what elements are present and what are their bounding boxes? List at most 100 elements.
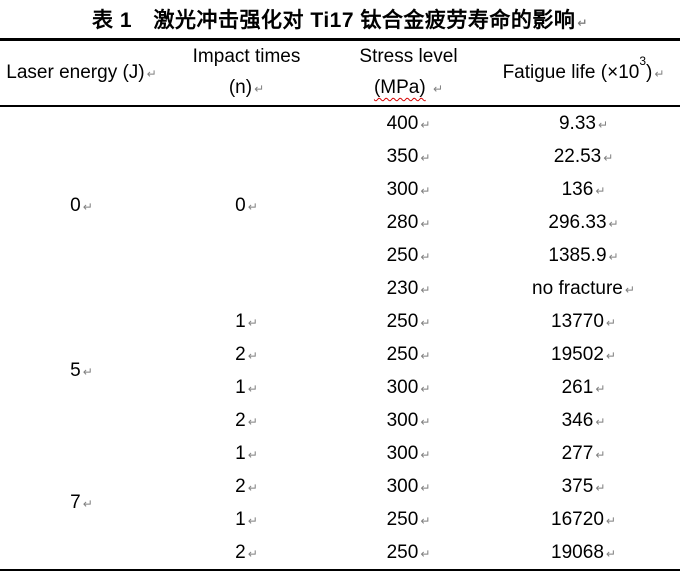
stress-cell: 300 ↵	[386, 409, 431, 431]
return-mark-icon: ↵	[595, 480, 606, 495]
col-header-laser-energy-text: Laser energy (J) ↵	[6, 62, 157, 83]
return-mark-icon: ↵	[420, 282, 431, 297]
fatigue-life-cell: 136 ↵	[561, 178, 606, 200]
stress-cell: 230 ↵	[386, 277, 431, 299]
col-header-impact-times-line1: Impact times	[192, 46, 301, 67]
laser-energy-cell: 7 ↵	[70, 492, 93, 513]
superscript-exponent: 3	[639, 53, 647, 68]
fatigue-life-cell: 261 ↵	[561, 376, 606, 398]
table-row: 280 ↵ 296.33 ↵	[0, 206, 680, 239]
stress-cell: 250 ↵	[386, 343, 431, 365]
stress-cell: 250 ↵	[386, 244, 431, 266]
return-mark-icon: ↵	[420, 348, 431, 363]
fatigue-life-cell: 16720 ↵	[551, 508, 616, 530]
col-header-laser-energy: Laser energy (J) ↵	[0, 39, 163, 107]
table-row: 0 ↵ 0 ↵ 400 ↵ 9.33 ↵	[0, 106, 680, 217]
return-mark-icon: ↵	[420, 315, 431, 330]
table-row: 2 ↵ 300 ↵ 375 ↵	[0, 470, 680, 503]
return-mark-icon: ↵	[254, 82, 265, 96]
return-mark-icon: ↵	[624, 282, 635, 297]
table-row: 350 ↵ 22.53 ↵	[0, 140, 680, 173]
return-mark-icon: ↵	[595, 381, 606, 396]
return-mark-icon: ↵	[247, 513, 258, 528]
return-mark-icon: ↵	[605, 348, 616, 363]
impact-times-cell: 0 ↵	[235, 195, 258, 216]
return-mark-icon: ↵	[420, 414, 431, 429]
fatigue-life-cell: 277 ↵	[561, 442, 606, 464]
return-mark-icon: ↵	[595, 447, 606, 462]
return-mark-icon: ↵	[605, 513, 616, 528]
fatigue-life-cell: 22.53 ↵	[553, 145, 614, 167]
return-mark-icon: ↵	[247, 315, 258, 330]
fatigue-life-cell: 296.33 ↵	[548, 211, 619, 233]
laser-energy-cell: 0 ↵	[70, 195, 93, 216]
return-mark-icon: ↵	[595, 183, 606, 198]
return-mark-icon: ↵	[247, 348, 258, 363]
impact-times-cell: 2 ↵	[235, 541, 258, 563]
table-row: 7 ↵ 1 ↵ 300 ↵ 277 ↵	[0, 437, 680, 514]
fatigue-life-cell: no fracture ↵	[532, 277, 635, 299]
fatigue-life-cell: 1385.9 ↵	[548, 244, 619, 266]
table-row: 2 ↵ 250 ↵ 19502 ↵	[0, 338, 680, 371]
return-mark-icon: ↵	[82, 497, 93, 511]
table-row: 1 ↵ 300 ↵ 261 ↵	[0, 371, 680, 404]
fatigue-life-cell: 375 ↵	[561, 475, 606, 497]
return-mark-icon: ↵	[247, 414, 258, 429]
return-mark-icon: ↵	[420, 447, 431, 462]
impact-times-cell: 1 ↵	[235, 508, 258, 530]
impact-times-cell: 1 ↵	[235, 310, 258, 332]
impact-times-cell: 1 ↵	[235, 376, 258, 398]
fatigue-life-cell: 13770 ↵	[551, 310, 616, 332]
return-mark-icon: ↵	[432, 82, 444, 96]
return-mark-icon: ↵	[654, 66, 665, 81]
table-caption: 表 1 激光冲击强化对 Ti17 钛合金疲劳寿命的影响 ↵	[0, 0, 680, 38]
return-mark-icon: ↵	[420, 150, 431, 165]
impact-times-cell: 2 ↵	[235, 475, 258, 497]
return-mark-icon: ↵	[420, 183, 431, 198]
col-header-fatigue-life: Fatigue life (×103) ↵	[487, 39, 680, 107]
stress-cell: 280 ↵	[386, 211, 431, 233]
stress-cell: 250 ↵	[386, 310, 431, 332]
table-row: 2 ↵ 250 ↵ 19068 ↵	[0, 536, 680, 570]
col-header-impact-times: Impact times (n) ↵	[163, 39, 330, 107]
stress-cell: 400 ↵	[386, 112, 431, 134]
return-mark-icon: ↵	[577, 16, 588, 30]
col-header-impact-times-line2: (n) ↵	[228, 77, 265, 98]
stress-cell: 300 ↵	[386, 178, 431, 200]
return-mark-icon: ↵	[420, 216, 431, 231]
return-mark-icon: ↵	[420, 381, 431, 396]
col-header-stress-line2: (MPa) ↵	[330, 72, 487, 105]
return-mark-icon: ↵	[420, 546, 431, 561]
stress-cell: 250 ↵	[386, 541, 431, 563]
fatigue-life-cell: 19068 ↵	[551, 541, 616, 563]
impact-times-cell: 2 ↵	[235, 343, 258, 365]
table-row: 250 ↵ 1385.9 ↵	[0, 239, 680, 272]
return-mark-icon: ↵	[605, 546, 616, 561]
stress-cell: 300 ↵	[386, 376, 431, 398]
impact-times-cell: 2 ↵	[235, 409, 258, 431]
data-table: Laser energy (J) ↵ Impact times (n) ↵ Stre…	[0, 38, 680, 571]
col-header-stress-level: Stress level (MPa) ↵	[330, 39, 487, 107]
fatigue-life-cell: 346 ↵	[561, 409, 606, 431]
return-mark-icon: ↵	[420, 117, 431, 132]
stress-cell: 300 ↵	[386, 475, 431, 497]
stress-cell: 300 ↵	[386, 442, 431, 464]
return-mark-icon: ↵	[420, 513, 431, 528]
spellcheck-underlined-text: (MPa)	[373, 77, 426, 98]
col-header-stress-line1: Stress level	[359, 46, 458, 67]
fatigue-life-cell: 9.33 ↵	[558, 112, 609, 134]
table-row: 230 ↵ no fracture ↵	[0, 272, 680, 305]
return-mark-icon: ↵	[247, 381, 258, 396]
fatigue-life-cell: 19502 ↵	[551, 343, 616, 365]
header-row: Laser energy (J) ↵ Impact times (n) ↵ Stre…	[0, 39, 680, 107]
col-header-fatigue-text: Fatigue life (×103) ↵	[502, 53, 665, 83]
table-row: 5 ↵ 1 ↵ 250 ↵ 13770 ↵	[0, 305, 680, 382]
return-mark-icon: ↵	[146, 67, 157, 81]
return-mark-icon: ↵	[420, 249, 431, 264]
return-mark-icon: ↵	[603, 150, 614, 165]
return-mark-icon: ↵	[605, 315, 616, 330]
return-mark-icon: ↵	[595, 414, 606, 429]
stress-cell: 250 ↵	[386, 508, 431, 530]
stress-cell: 350 ↵	[386, 145, 431, 167]
